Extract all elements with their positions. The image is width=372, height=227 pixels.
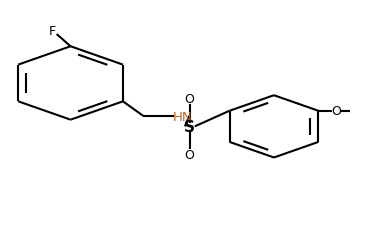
Text: O: O bbox=[331, 105, 341, 118]
Text: S: S bbox=[184, 119, 195, 134]
Text: O: O bbox=[185, 148, 195, 161]
Text: HN: HN bbox=[173, 111, 192, 124]
Text: O: O bbox=[185, 92, 195, 105]
Text: F: F bbox=[48, 25, 55, 37]
